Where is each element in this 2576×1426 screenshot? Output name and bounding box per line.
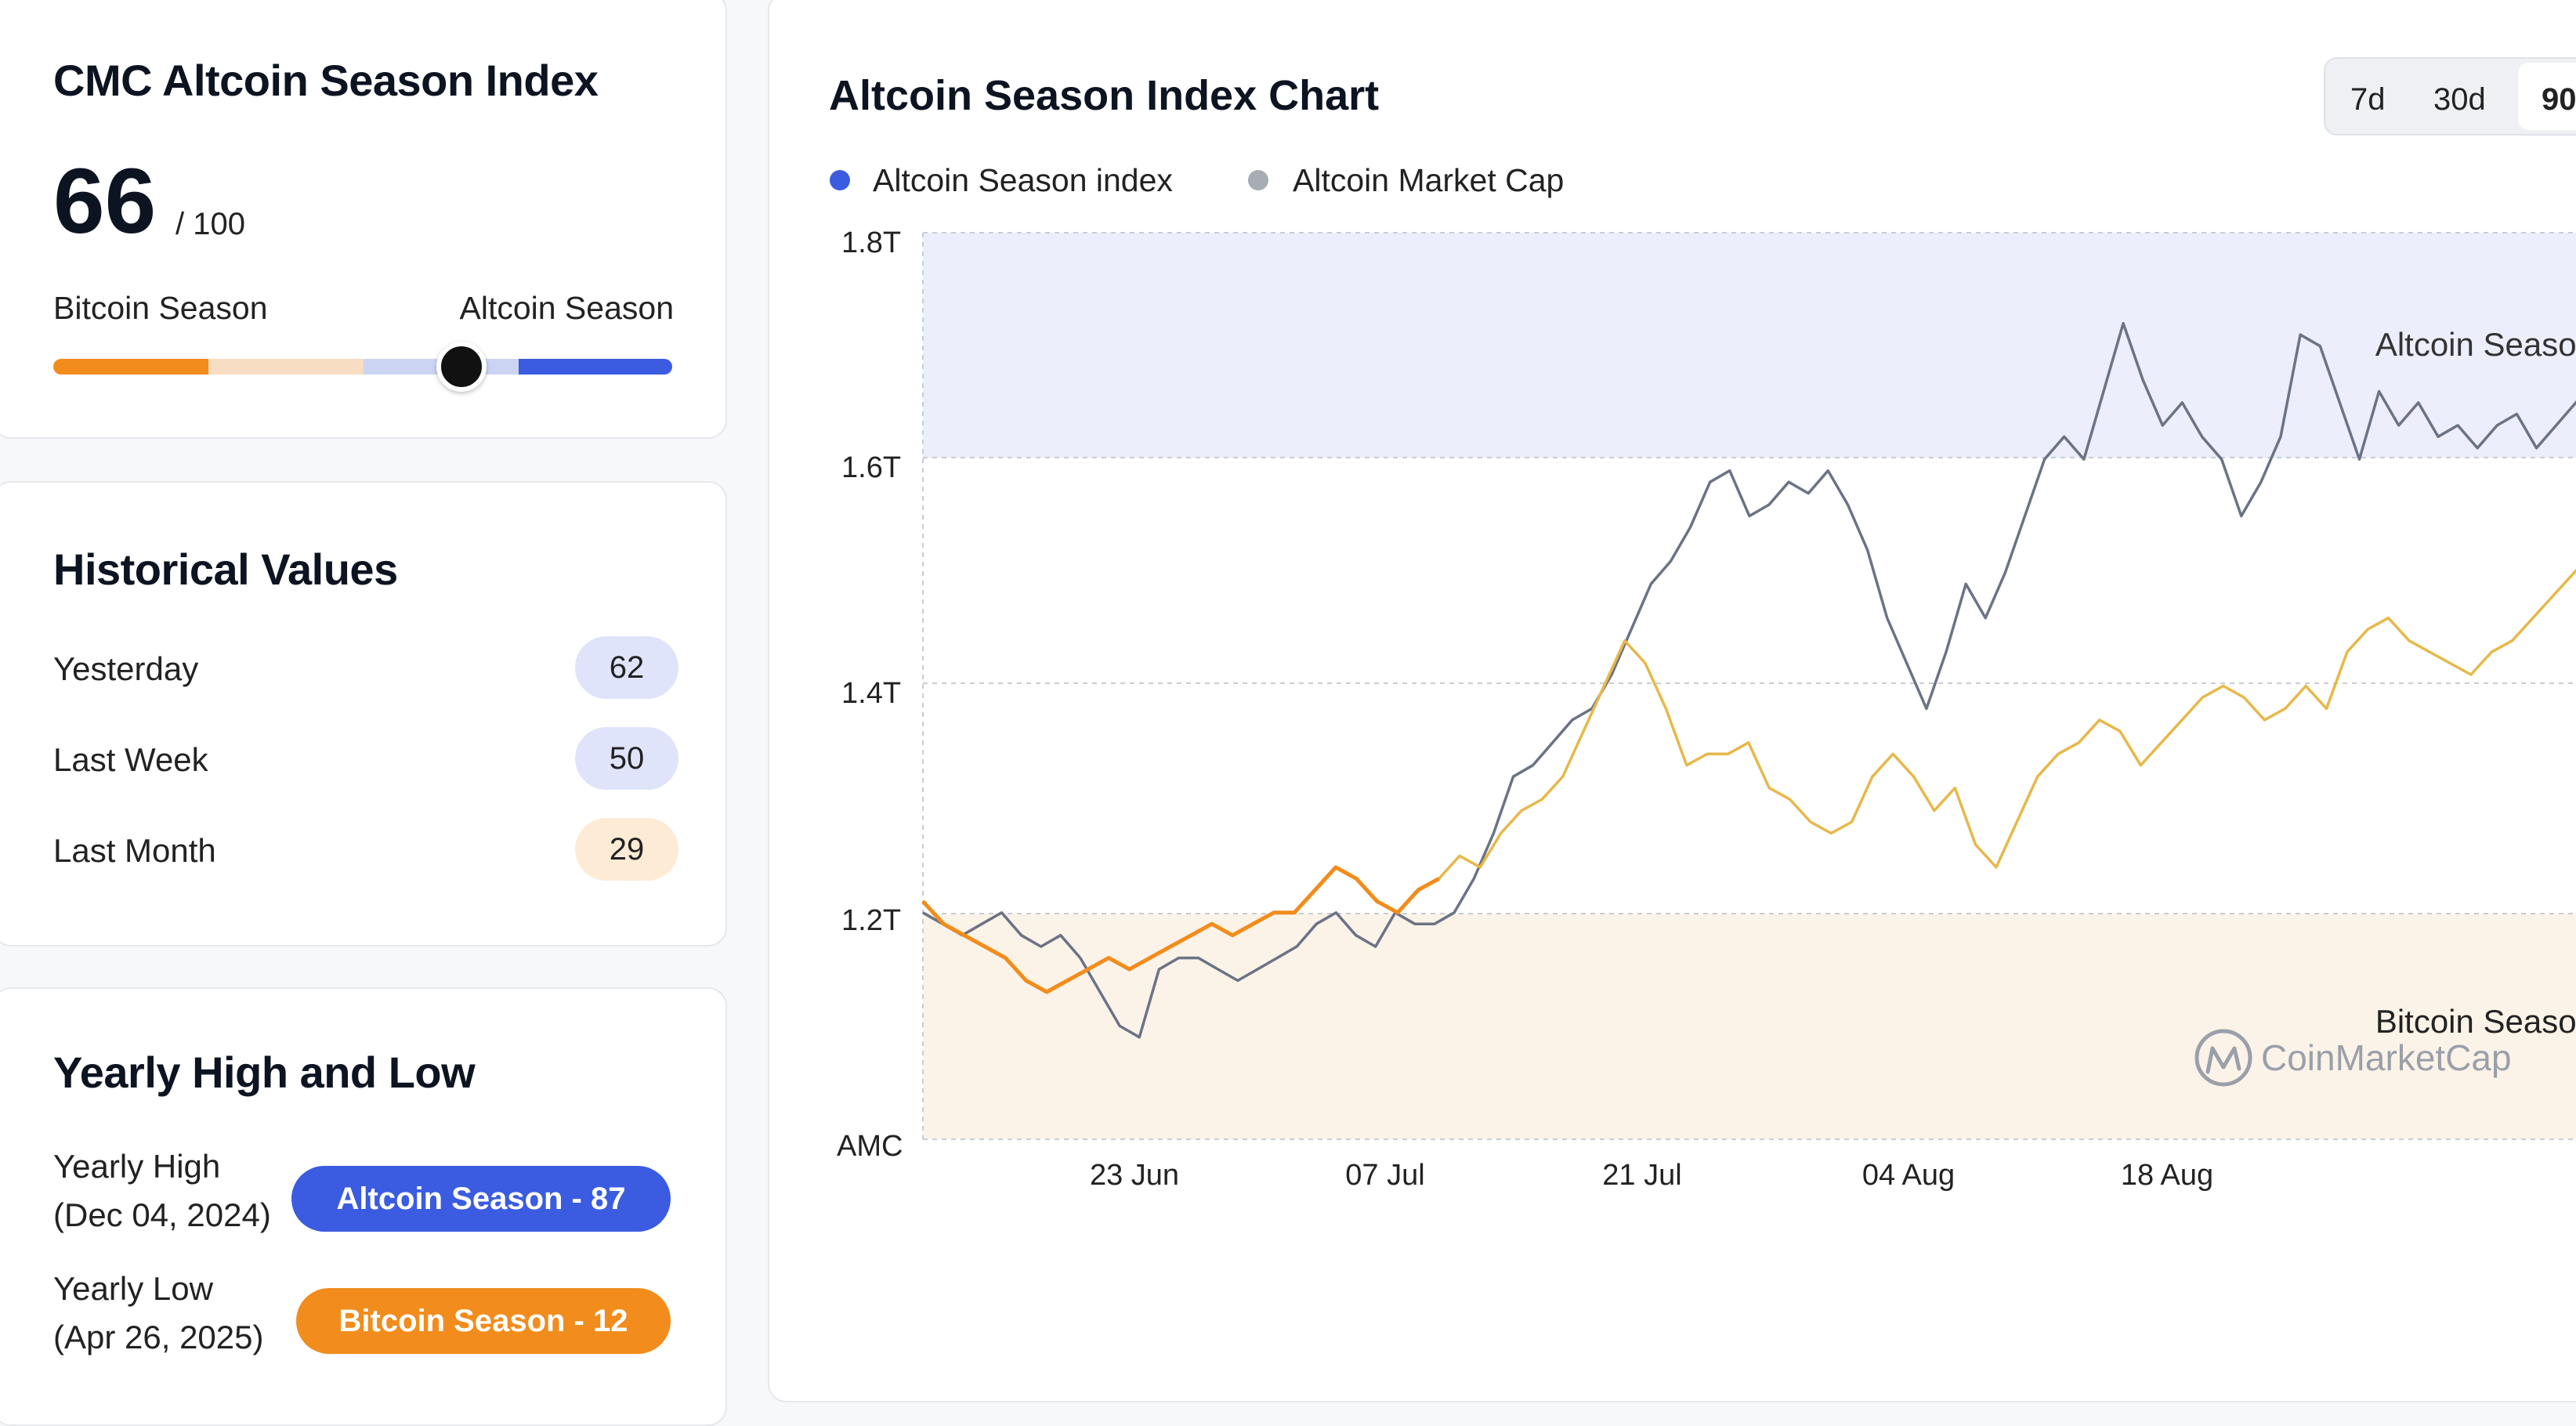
y-tick-1-2T: 1.2T — [841, 904, 901, 937]
chart-card: Altcoin Season Index Chart 7d 30d 90d Al… — [768, 0, 2576, 1402]
timeframe-30d[interactable]: 30d — [2433, 82, 2486, 117]
yearly-high-label: Yearly High — [53, 1148, 221, 1185]
coinmarketcap-wordmark: CoinMarketCap — [2261, 1037, 2512, 1078]
bitcoin-season-zone-label: Bitcoin Season — [2375, 1003, 2576, 1040]
altcoin-season-chart: Altcoin Season Index Chart 7d 30d 90d Al… — [829, 57, 2576, 1192]
legend-dot-market-cap — [1248, 170, 1268, 190]
timeframe-90d[interactable]: 90d — [2542, 82, 2576, 117]
y-tick-1-6T: 1.6T — [841, 451, 901, 484]
bitcoin-season-zone — [923, 914, 2576, 1139]
gauge-segment-bitcoin-light — [208, 359, 364, 375]
gauge-knob — [436, 342, 487, 392]
x-tick-18-aug: 18 Aug — [2121, 1159, 2213, 1192]
altcoin-season-scale-label: Altcoin Season — [459, 290, 674, 326]
yearly-high-low-card: Yearly High and Low Yearly High (Dec 04,… — [0, 987, 727, 1426]
legend-market-cap[interactable]: Altcoin Market Cap — [1293, 162, 1564, 198]
yearly-high-badge: Altcoin Season - 87 — [291, 1166, 671, 1232]
historical-values-card: Historical Values Yesterday 62 Last Week… — [0, 481, 727, 946]
legend-altcoin-index[interactable]: Altcoin Season index — [873, 162, 1173, 198]
historical-title: Historical Values — [53, 545, 398, 594]
index-max: / 100 — [175, 207, 245, 241]
x-tick-21-jul: 21 Jul — [1602, 1159, 1681, 1192]
index-value: 66 — [53, 150, 157, 253]
yearly-low-label: Yearly Low — [53, 1270, 213, 1307]
x-tick-23-jun: 23 Jun — [1090, 1159, 1179, 1192]
x-tick-07-jul: 07 Jul — [1345, 1159, 1424, 1192]
hist-label-last-week: Last Week — [53, 741, 208, 778]
hist-value-last-month: 29 — [575, 818, 678, 881]
chart-legend: Altcoin Season index Altcoin Market Cap — [830, 162, 1564, 198]
coinmarketcap-watermark: CoinMarketCap — [2194, 1029, 2512, 1087]
gauge-segment-bitcoin-strong — [53, 359, 208, 375]
y-tick-amc: AMC — [837, 1130, 903, 1163]
index-card-title: CMC Altcoin Season Index — [53, 56, 599, 105]
altcoin-season-zone — [923, 233, 2576, 458]
y-axis-ticks: 1.8T 1.6T 1.4T 1.2T AMC — [837, 226, 903, 1163]
chart-series — [921, 321, 2576, 1039]
x-tick-04-aug: 04 Aug — [1862, 1159, 1955, 1192]
hist-value-last-week: 50 — [575, 727, 678, 790]
altcoin-market-cap-line — [922, 321, 2576, 1039]
y-tick-1-4T: 1.4T — [841, 677, 901, 710]
timeframe-7d[interactable]: 7d — [2350, 82, 2386, 117]
season-gauge — [53, 342, 672, 392]
y-tick-1-8T: 1.8T — [841, 226, 901, 259]
yearly-low-date: (Apr 26, 2025) — [53, 1319, 264, 1355]
altcoin-season-index-card: CMC Altcoin Season Index 66 / 100 Bitcoi… — [0, 0, 727, 439]
hist-label-last-month: Last Month — [53, 832, 216, 869]
yearly-high-date: (Dec 04, 2024) — [53, 1196, 271, 1233]
hist-label-yesterday: Yesterday — [53, 650, 199, 687]
chart-gridlines — [922, 232, 2576, 1140]
chart-title: Altcoin Season Index Chart — [829, 72, 1379, 119]
timeframe-selector: 7d 30d 90d — [2324, 57, 2576, 136]
legend-dot-altcoin-index — [830, 170, 850, 190]
x-axis-ticks: 23 Jun 07 Jul 21 Jul 04 Aug 18 Aug — [1090, 1159, 2213, 1192]
gauge-segment-altcoin-strong — [519, 359, 672, 375]
coinmarketcap-logo-icon — [2194, 1029, 2252, 1087]
bitcoin-season-scale-label: Bitcoin Season — [53, 290, 268, 326]
yearly-low-badge: Bitcoin Season - 12 — [296, 1288, 671, 1354]
altcoin-season-index-bitcoin-segment — [921, 865, 1440, 994]
hist-value-yesterday: 62 — [575, 636, 678, 699]
altcoin-season-zone-label: Altcoin Season — [2375, 326, 2576, 363]
yearly-title: Yearly High and Low — [53, 1048, 476, 1097]
